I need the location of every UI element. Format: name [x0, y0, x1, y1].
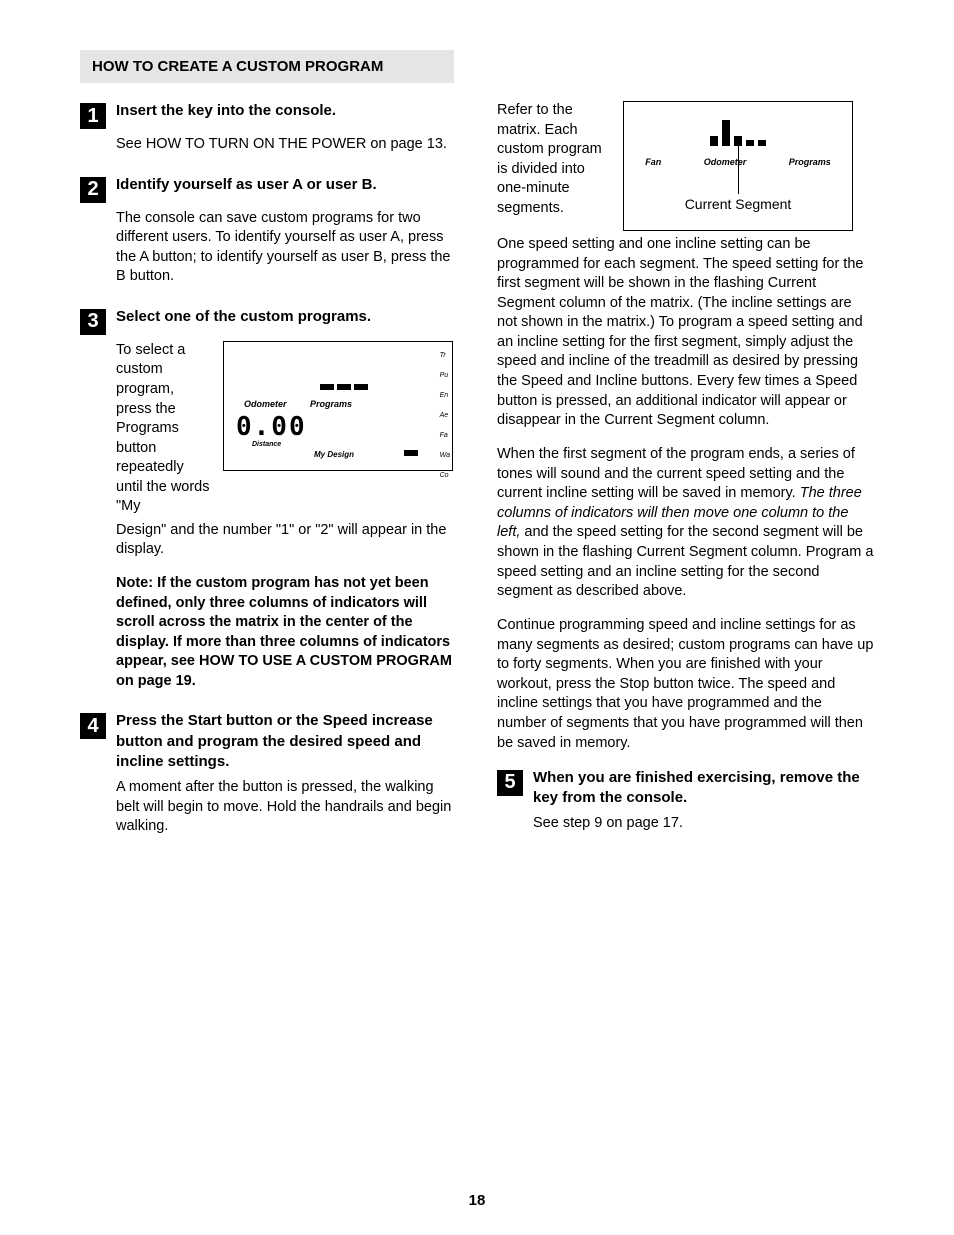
fig2-bars [710, 120, 766, 146]
fig1-mydesign-label: My Design [314, 450, 354, 461]
fig1-side-4: Fa [440, 426, 450, 446]
fig1-side-3: Ae [440, 406, 450, 426]
fig2-bar-2 [734, 136, 742, 146]
step-3-intro-text: To select a custom program, press the Pr… [116, 341, 211, 517]
step-4-right-para1: One speed setting and one incline settin… [497, 235, 874, 431]
step-2-title: Identify yourself as user A or user B. [116, 175, 377, 195]
step-2-body: The console can save custom programs for… [116, 209, 457, 287]
fig1-distance-label: Distance [252, 440, 281, 449]
step-5-header: 5 When you are finished exercising, remo… [497, 768, 874, 809]
step-1-title: Insert the key into the console. [116, 101, 336, 121]
two-column-layout: 1 Insert the key into the console. See H… [80, 101, 874, 857]
fig1-odometer-label: Odometer [244, 398, 287, 410]
step-2-text: The console can save custom programs for… [116, 209, 457, 287]
step-4-title: Press the Start button or the Speed incr… [116, 711, 457, 772]
step-5-title: When you are finished exercising, remove… [533, 768, 874, 809]
fig1-side-2: En [440, 386, 450, 406]
fig1-side-1: Pu [440, 366, 450, 386]
step-3-after-fig: Design" and the number "1" or "2" will a… [116, 521, 457, 560]
fig2-fan-label: Fan [645, 156, 661, 168]
step-3-header: 3 Select one of the custom programs. [80, 307, 457, 335]
step-4-right-para3: Continue programming speed and incline s… [497, 616, 874, 753]
section-title: HOW TO CREATE A CUSTOM PROGRAM [80, 50, 454, 83]
display-figure-2: Fan Odometer Programs Current Segment [623, 101, 853, 231]
step-4-header: 4 Press the Start button or the Speed in… [80, 711, 457, 772]
right-column: Refer to the matrix. Each custom program… [497, 101, 874, 857]
fig2-labels-row: Fan Odometer Programs [624, 156, 852, 168]
step-5-text: See step 9 on page 17. [533, 814, 874, 834]
page-number: 18 [469, 1192, 486, 1209]
step-number-1: 1 [80, 103, 106, 129]
fig1-side-0: Tr [440, 346, 450, 366]
fig1-side-6: Co [440, 466, 450, 486]
step-4-body-left: A moment after the button is pressed, th… [116, 778, 457, 837]
page: HOW TO CREATE A CUSTOM PROGRAM 1 Insert … [0, 0, 954, 1235]
step-1-header: 1 Insert the key into the console. [80, 101, 457, 129]
step-3-body: To select a custom program, press the Pr… [116, 341, 457, 692]
fig1-segments [320, 384, 368, 390]
step-1-body: See HOW TO TURN ON THE POWER on page 13. [116, 135, 457, 155]
step-4-right-para2: When the first segment of the program en… [497, 445, 874, 602]
fig2-bar-0 [710, 136, 718, 146]
step-3-note: Note: If the custom program has not yet … [116, 574, 457, 691]
step-number-4: 4 [80, 713, 106, 739]
fig1-side-5: Wa [440, 446, 450, 466]
step-4-right-intro: Refer to the matrix. Each custom program… [497, 101, 607, 218]
fig2-bar-3 [746, 140, 754, 146]
fig2-programs-label: Programs [789, 156, 831, 168]
step-2-header: 2 Identify yourself as user A or user B. [80, 175, 457, 203]
display-figure-1: Odometer Programs 0.00 Distance My Desig… [223, 341, 453, 471]
fig1-indicator [404, 450, 418, 456]
step-1-text: See HOW TO TURN ON THE POWER on page 13. [116, 135, 457, 155]
step-4-right-para2b: and the speed setting for the second seg… [497, 524, 873, 599]
left-column: 1 Insert the key into the console. See H… [80, 101, 457, 857]
step-3-figure-wrap: To select a custom program, press the Pr… [116, 341, 457, 517]
fig2-odometer-label: Odometer [704, 156, 747, 168]
step-number-3: 3 [80, 309, 106, 335]
fig1-programs-label: Programs [310, 398, 352, 410]
fig2-caption: Current Segment [624, 195, 852, 214]
fig2-bar-4 [758, 140, 766, 146]
step-number-2: 2 [80, 177, 106, 203]
fig1-side-labels: Tr Pu En Ae Fa Wa Co [440, 346, 450, 486]
step-3-title: Select one of the custom programs. [116, 307, 371, 327]
step-4-right-top: Refer to the matrix. Each custom program… [497, 101, 874, 231]
fig2-bar-1 [722, 120, 730, 146]
fig2-pointer-line [738, 146, 739, 194]
step-4-body1: A moment after the button is pressed, th… [116, 778, 457, 837]
step-5-body: See step 9 on page 17. [533, 814, 874, 834]
step-number-5: 5 [497, 770, 523, 796]
